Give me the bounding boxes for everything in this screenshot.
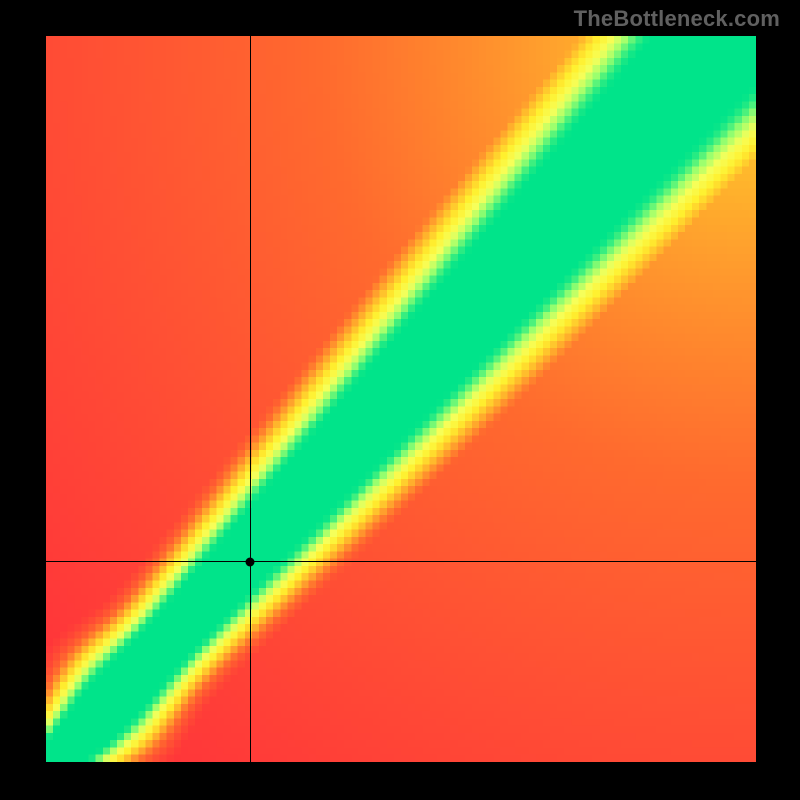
bottleneck-heatmap	[46, 36, 756, 762]
watermark-text: TheBottleneck.com	[574, 6, 780, 32]
crosshair-marker	[246, 557, 255, 566]
crosshair-horizontal	[46, 561, 756, 562]
chart-container: TheBottleneck.com	[0, 0, 800, 800]
crosshair-vertical	[250, 36, 251, 762]
